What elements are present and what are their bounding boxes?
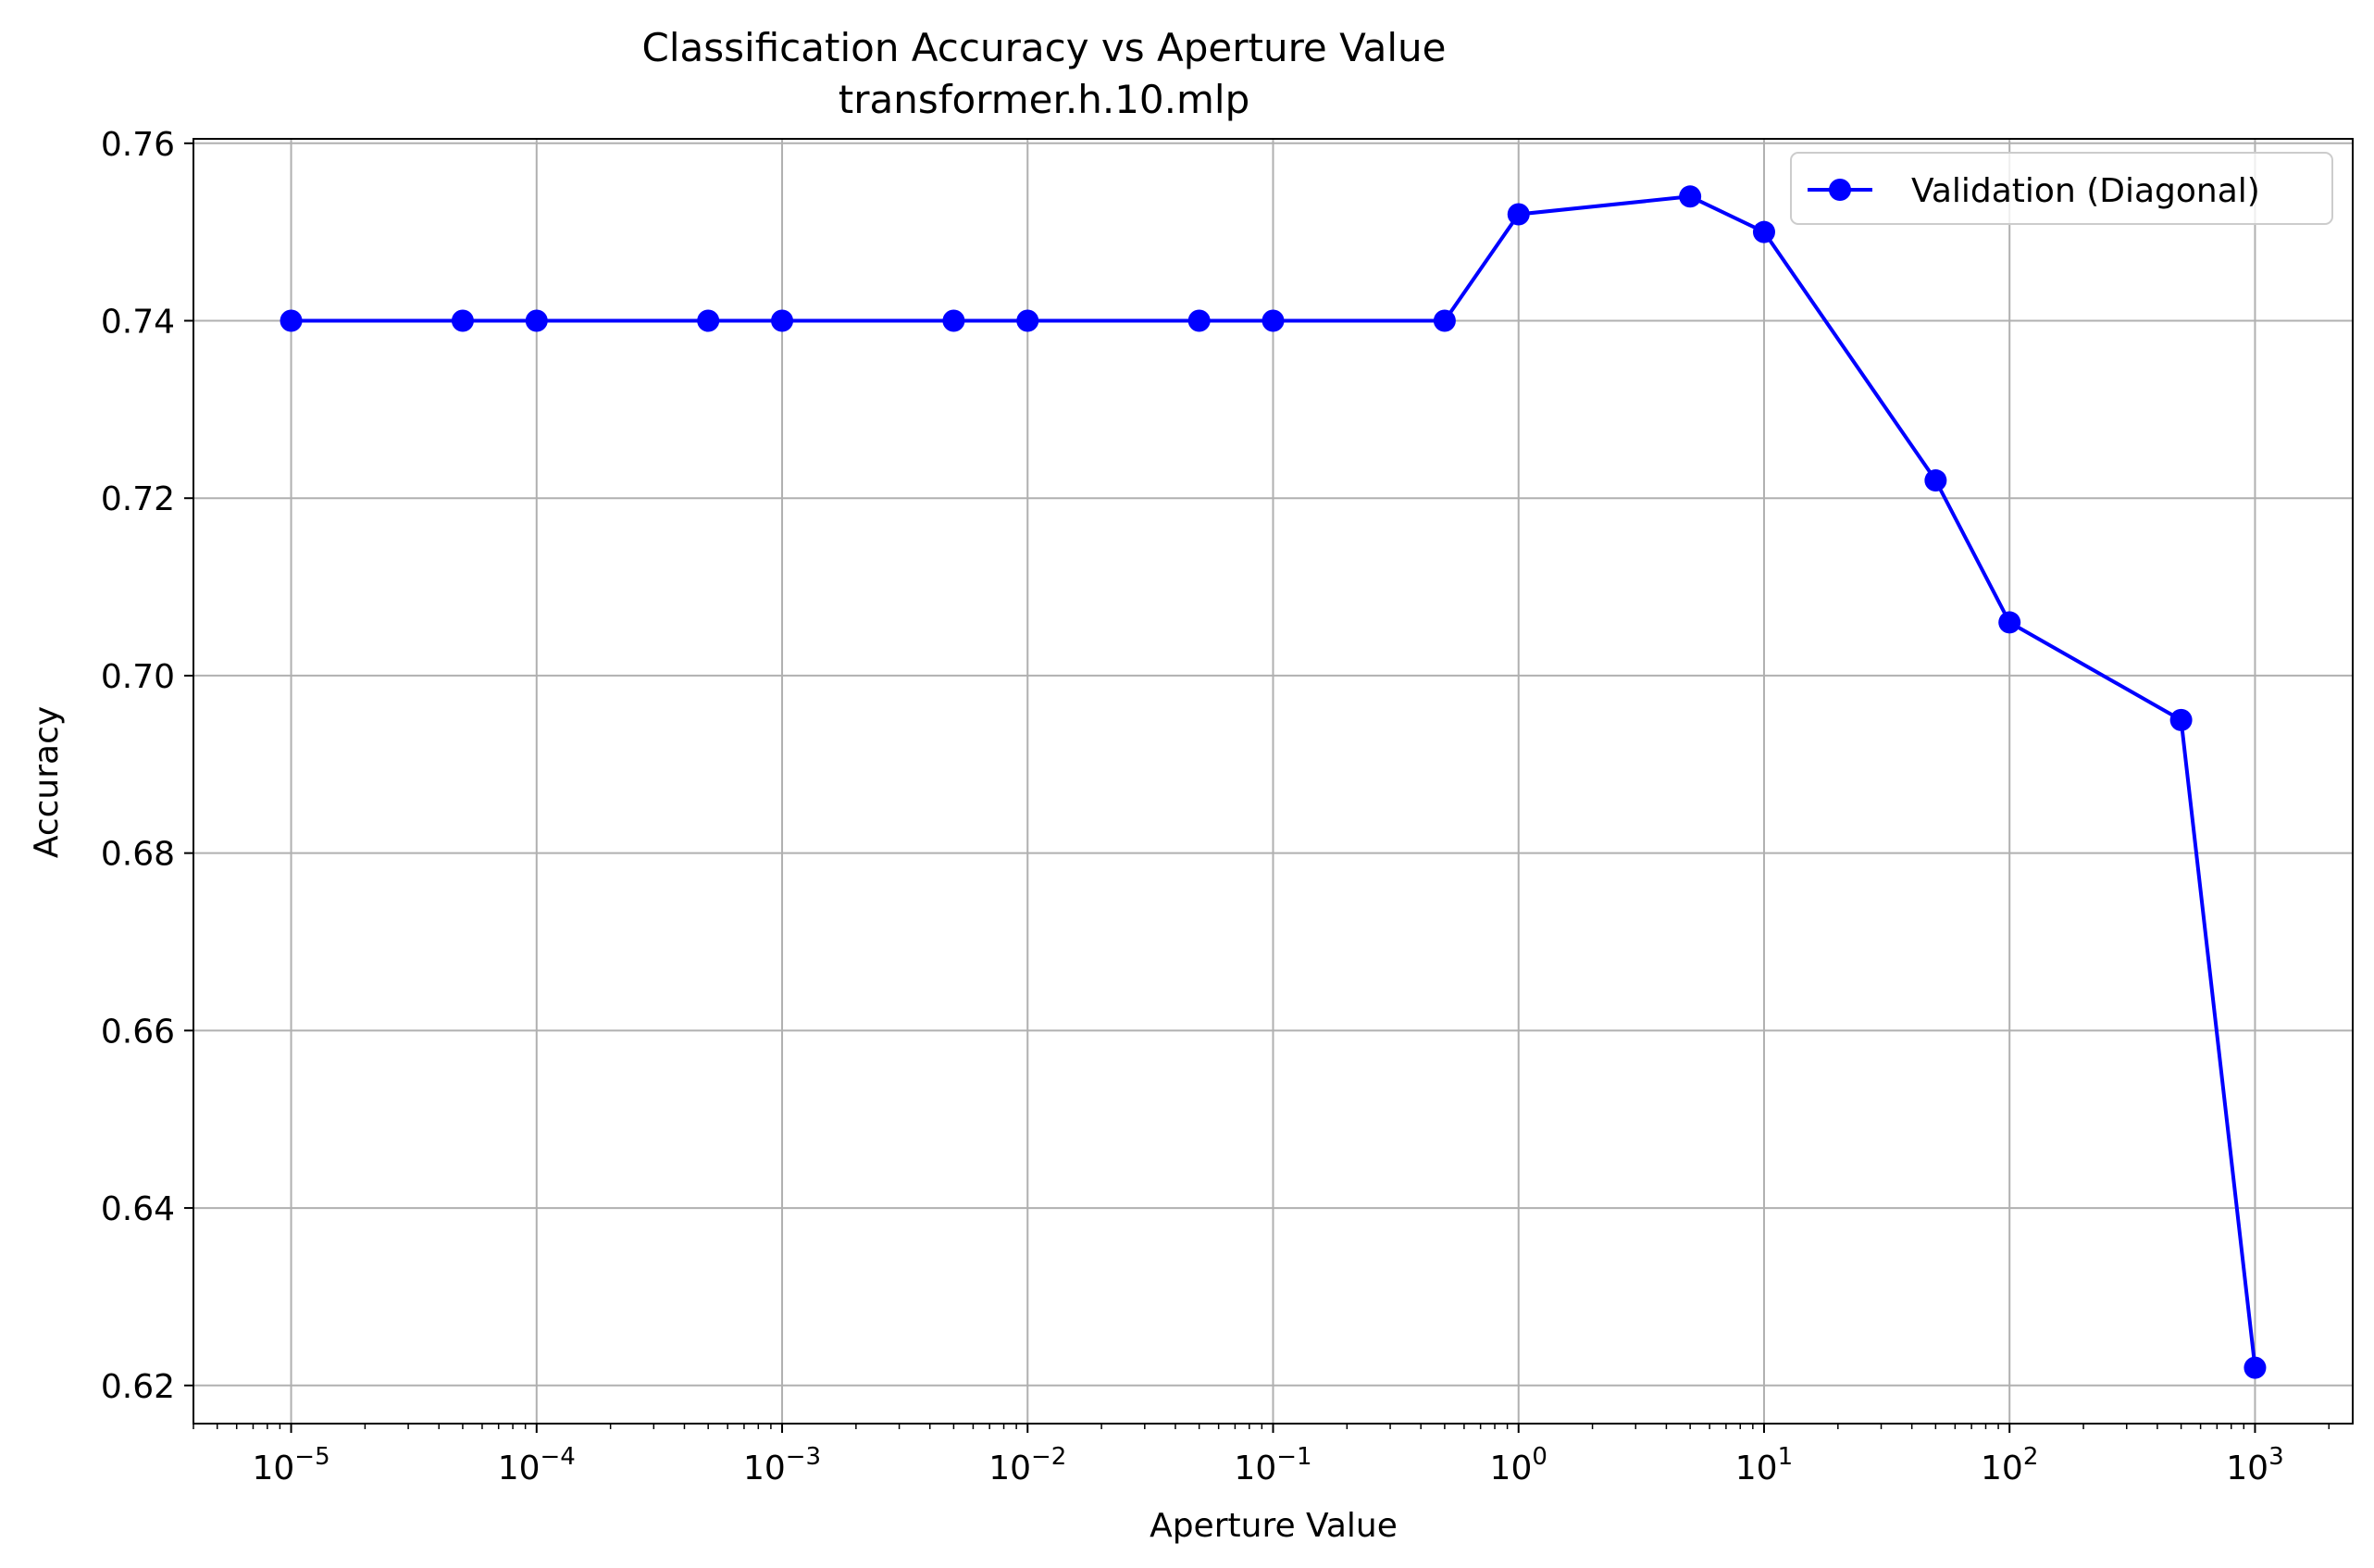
data-point <box>1507 203 1530 226</box>
data-point <box>1016 309 1039 332</box>
data-point <box>942 309 965 332</box>
y-tick-label: 0.66 <box>101 1013 175 1051</box>
data-point <box>697 309 720 332</box>
y-tick-label: 0.74 <box>101 304 175 342</box>
legend: Validation (Diagonal) <box>1790 152 2333 225</box>
series-layer <box>280 185 2267 1379</box>
grid <box>193 139 2353 1424</box>
data-point <box>525 309 548 332</box>
data-point <box>771 309 794 332</box>
y-tick-label: 0.64 <box>101 1190 175 1228</box>
y-tick-label: 0.72 <box>101 480 175 518</box>
data-point <box>1187 309 1211 332</box>
data-point <box>2243 1356 2267 1379</box>
y-tick-label: 0.76 <box>101 126 175 164</box>
data-point <box>2169 708 2193 731</box>
x-tick-label: 10−4 <box>498 1443 576 1487</box>
y-axis-label: Accuracy <box>28 706 66 858</box>
x-tick-label: 10−5 <box>252 1443 329 1487</box>
x-tick-label: 100 <box>1490 1443 1547 1487</box>
y-tick-label: 0.70 <box>101 658 175 696</box>
legend-box <box>1790 152 2333 225</box>
chart-title: Classification Accuracy vs Aperture Valu… <box>642 25 1447 70</box>
y-tick-label: 0.62 <box>101 1368 175 1406</box>
y-tick-label: 0.68 <box>101 836 175 874</box>
data-point <box>451 309 474 332</box>
data-point <box>1924 469 1947 492</box>
data-point <box>1752 220 1775 243</box>
data-point <box>1262 309 1285 332</box>
x-axis-label: Aperture Value <box>1150 1507 1398 1545</box>
x-axis-ticks: 10−5 10−4 10−3 10−2 10−1 100 101 102 103 <box>193 1424 2330 1487</box>
x-tick-label: 10−3 <box>743 1443 821 1487</box>
x-tick-label: 103 <box>2226 1443 2283 1487</box>
legend-marker-swatch <box>1829 179 1851 201</box>
y-axis-ticks: 0.62 0.64 0.66 0.68 0.70 0.72 0.74 0.76 <box>101 126 193 1406</box>
legend-label: Validation (Diagonal) <box>1911 172 2260 210</box>
data-point <box>1679 185 1702 208</box>
x-tick-label: 102 <box>1981 1443 2038 1487</box>
data-point <box>1998 611 2021 634</box>
data-point <box>1433 309 1456 332</box>
data-point <box>280 309 303 332</box>
x-tick-label: 101 <box>1735 1443 1793 1487</box>
x-tick-label: 10−1 <box>1234 1443 1311 1487</box>
x-tick-label: 10−2 <box>988 1443 1066 1487</box>
chart-subtitle: transformer.h.10.mlp <box>839 77 1250 122</box>
